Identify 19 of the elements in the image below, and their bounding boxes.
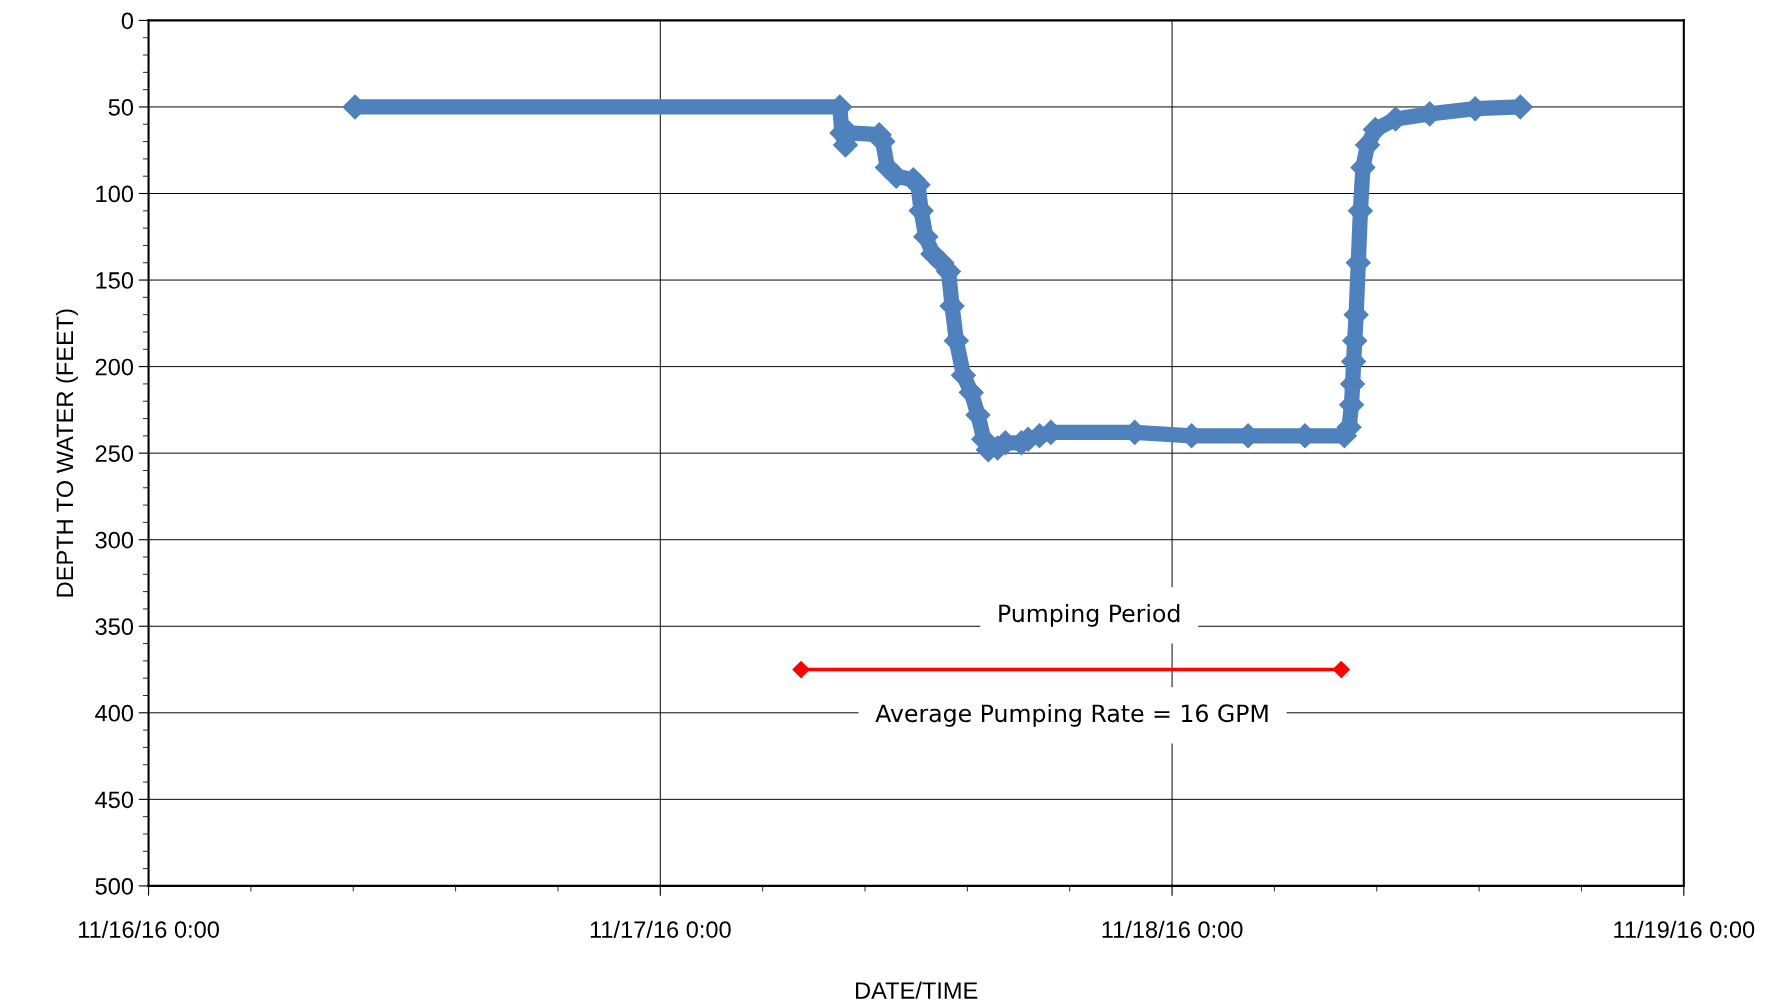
x-tick-label: 11/17/16 0:00 (590, 920, 731, 938)
y-tick-label: 250 (95, 445, 134, 462)
annotation: Pumping Period (999, 603, 1180, 627)
y-tick-label: 200 (95, 358, 134, 376)
y-tick-label: 400 (95, 704, 134, 722)
y-tick-label: 50 (108, 99, 134, 116)
y-tick-label: 100 (96, 185, 134, 203)
x-tick-label: 11/19/16 0:00 (1614, 920, 1755, 938)
y-tick-label: 350 (95, 618, 134, 636)
x-tick-label: 11/18/16 0:00 (1102, 920, 1243, 938)
annotation: Average Pumping Rate = 16 GPM (875, 703, 1268, 727)
y-tick-label: 500 (95, 877, 134, 895)
y-tick-label: 150 (96, 272, 134, 289)
y-axis-title: DEPTH TO WATER (FEET) (55, 309, 78, 597)
x-tick-label: 11/16/16 0:00 (79, 920, 219, 938)
y-tick-label: 450 (95, 791, 134, 809)
y-tick-label: 0 (121, 12, 134, 30)
y-tick-label: 300 (95, 531, 134, 549)
x-axis-title: DATE/TIME (856, 981, 978, 999)
